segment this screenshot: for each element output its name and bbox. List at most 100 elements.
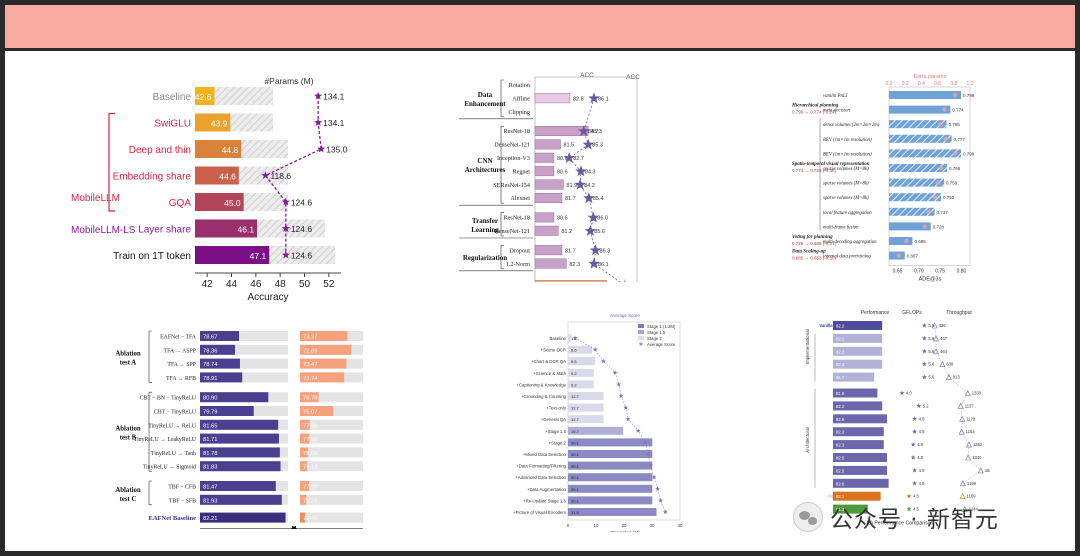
performance-label: 82.2: [836, 336, 845, 341]
top-tick-label: 0.8: [950, 81, 957, 87]
params-marker: [314, 118, 323, 126]
throughput-marker: [959, 480, 966, 487]
section-label: Architectural: [805, 427, 810, 453]
miou-bar: [200, 344, 235, 355]
top-tick-label: 0.0: [886, 81, 893, 87]
dice-label: 77.92: [303, 485, 318, 491]
bar-value-label: 0.799: [963, 93, 975, 98]
bar: [889, 164, 947, 172]
chart-data-stage-ablation: Average Score Stage 1 (1.2M) Stage 1.5 Stag…: [510, 310, 705, 532]
dice-bar: [300, 419, 310, 430]
samples-bar: [568, 484, 653, 493]
dice-bar: [300, 461, 308, 472]
miou-bar: [200, 447, 280, 458]
performance-bar: [833, 440, 884, 450]
x-axis-label: Accuracy: [247, 292, 288, 303]
x-axis-label: ADE@3s: [919, 277, 942, 283]
chart-eafnet-ablation: 78.67 73.37 EAFNet − TFA 78.36 72.89 TFA → AS…: [110, 327, 415, 529]
gflops-label: 5.6: [928, 323, 934, 328]
dice-label: 78.13: [303, 465, 318, 471]
throughput-marker: [957, 402, 964, 409]
samples-bar: [568, 368, 594, 377]
col-header: ACC: [580, 72, 594, 79]
group-label: Voting for planning: [792, 235, 833, 240]
acc-bar-label: 81.2: [561, 229, 572, 235]
samples-label: 12.7: [571, 406, 580, 411]
gflops-marker: [912, 467, 918, 473]
samples-bar: [568, 334, 572, 342]
performance-label: 82.5: [836, 468, 845, 473]
category-label: Affline: [512, 95, 530, 102]
bar-background: [300, 419, 363, 430]
legend-label: Average Score: [647, 342, 676, 347]
performance-bar: [833, 504, 868, 514]
bar-background: [195, 87, 273, 105]
chart-svg: Average Score Stage 1 (1.2M)Stage 1.5Stag…: [513, 313, 683, 532]
samples-bar: [568, 357, 595, 366]
group-delta: 0.685 → 0.653 (-0.30): [792, 256, 837, 261]
category-label: +Science & Math: [533, 371, 566, 376]
throughput-label: 467: [940, 336, 948, 341]
throughput-marker: [965, 441, 972, 448]
avg-score-marker: [655, 486, 661, 491]
dice-label: 78.06: [303, 451, 318, 457]
col-header: ACC: [626, 74, 640, 81]
category-label: TinyReLU → ReLU: [148, 423, 197, 429]
miou-bar: [200, 481, 276, 491]
avg-score-marker: [600, 358, 606, 364]
acc-star: [584, 225, 597, 236]
performance-bar: [833, 401, 883, 411]
throughput-label: 1189: [967, 494, 977, 499]
miou-label: 81.83: [203, 465, 218, 471]
performance-label: 81.9: [836, 391, 845, 396]
performance-label: 82.5: [836, 417, 845, 422]
miou-label: 81.47: [203, 485, 218, 491]
samples-bar: [568, 380, 594, 389]
category-label: Train on 1T token: [113, 251, 191, 262]
bar: [195, 219, 258, 238]
params-marker: [261, 171, 270, 179]
throughput-marker: [977, 467, 984, 474]
throughput-marker: [965, 454, 972, 461]
group-label: Learning: [471, 226, 499, 234]
samples-label: 12.7: [571, 394, 580, 399]
throughput-marker: [958, 428, 965, 435]
x-tick-label: 0.70: [914, 269, 924, 275]
top-axis-title: Extra params: [914, 74, 947, 80]
params-marker: [281, 250, 290, 259]
legend-label: Stage 1 (1.2M): [647, 324, 676, 329]
x-tick-label: 40: [677, 523, 683, 528]
acc-bar-label: 81.9: [566, 183, 577, 189]
extra-param-marker: [952, 92, 958, 98]
category-label: EAFNet Baseline: [149, 515, 197, 522]
group-label: Transfer: [472, 217, 498, 225]
bar-value-label: 42.6: [195, 92, 212, 102]
group-label: MobileLLM: [71, 193, 120, 204]
gflops-marker: [906, 493, 912, 499]
acc-bar: [534, 279, 607, 282]
gflops-label: 4.5: [913, 507, 919, 512]
category-label: Deep and thin: [129, 145, 191, 156]
performance-bar: [833, 321, 883, 330]
legend-label: Stage 1.5: [647, 330, 666, 335]
gflops-label: 4.5: [913, 494, 919, 499]
group-delta: 0.774 → 0.728 (-0.46): [792, 168, 837, 173]
bar-value-label: 43.9: [211, 119, 228, 129]
dice-label: 73.47: [303, 362, 318, 368]
performance-bar: [833, 478, 889, 488]
dice-bar: [300, 392, 319, 403]
legend-marker: [638, 341, 644, 346]
gflops-marker: [912, 416, 918, 421]
category-label: TinyReLU → LeakyReLU: [134, 437, 197, 443]
acc-bar-label: 82.8: [573, 96, 584, 102]
avg-score-marker: [648, 463, 653, 468]
gflops-label: 4.8: [917, 442, 923, 447]
avg-score-line: [574, 337, 666, 513]
samples-label: 9.2: [571, 382, 577, 387]
gflops-marker: [910, 454, 916, 460]
gflops-marker: [921, 361, 927, 367]
group-label: Hierarchical planning: [791, 104, 839, 109]
gflops-marker: [899, 390, 905, 396]
category-label: sparse volumes (M=8k): [823, 196, 869, 201]
acc-star: [588, 92, 600, 104]
